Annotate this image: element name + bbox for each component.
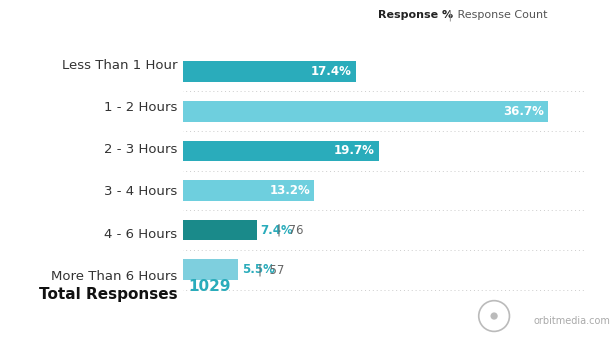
Text: 4 - 6 Hours: 4 - 6 Hours bbox=[104, 227, 178, 241]
Text: Less Than 1 Hour: Less Than 1 Hour bbox=[62, 58, 178, 72]
Bar bbox=[183, 101, 548, 122]
Bar bbox=[183, 180, 314, 201]
Text: 19.7%: 19.7% bbox=[334, 144, 375, 158]
Bar bbox=[183, 141, 379, 161]
Text: 7.4%: 7.4% bbox=[260, 224, 293, 237]
Text: |  76: | 76 bbox=[277, 224, 304, 237]
Text: |  378: | 378 bbox=[544, 105, 586, 118]
Text: |  136: | 136 bbox=[310, 184, 352, 197]
Text: Total Responses: Total Responses bbox=[39, 287, 178, 301]
Text: 36.7%: 36.7% bbox=[503, 105, 544, 118]
Bar bbox=[183, 220, 257, 240]
Text: Response %: Response % bbox=[378, 10, 453, 20]
Circle shape bbox=[491, 313, 497, 319]
Text: 3 - 4 Hours: 3 - 4 Hours bbox=[104, 185, 178, 198]
Text: |  203: | 203 bbox=[375, 144, 417, 158]
Bar bbox=[183, 62, 356, 82]
Text: Response Count: Response Count bbox=[454, 10, 548, 20]
Text: 2 - 3 Hours: 2 - 3 Hours bbox=[104, 143, 178, 156]
Text: 13.2%: 13.2% bbox=[270, 184, 310, 197]
Text: |  57: | 57 bbox=[258, 263, 285, 276]
Text: orbitmedia.com: orbitmedia.com bbox=[534, 316, 610, 326]
Text: |  179: | 179 bbox=[353, 65, 394, 78]
Text: |: | bbox=[445, 10, 453, 21]
Bar bbox=[183, 260, 238, 280]
Text: 17.4%: 17.4% bbox=[311, 65, 352, 78]
Text: 1029: 1029 bbox=[188, 279, 231, 294]
Text: 5.5%: 5.5% bbox=[242, 263, 274, 276]
Text: 1 - 2 Hours: 1 - 2 Hours bbox=[104, 101, 178, 114]
Text: More Than 6 Hours: More Than 6 Hours bbox=[51, 270, 178, 283]
